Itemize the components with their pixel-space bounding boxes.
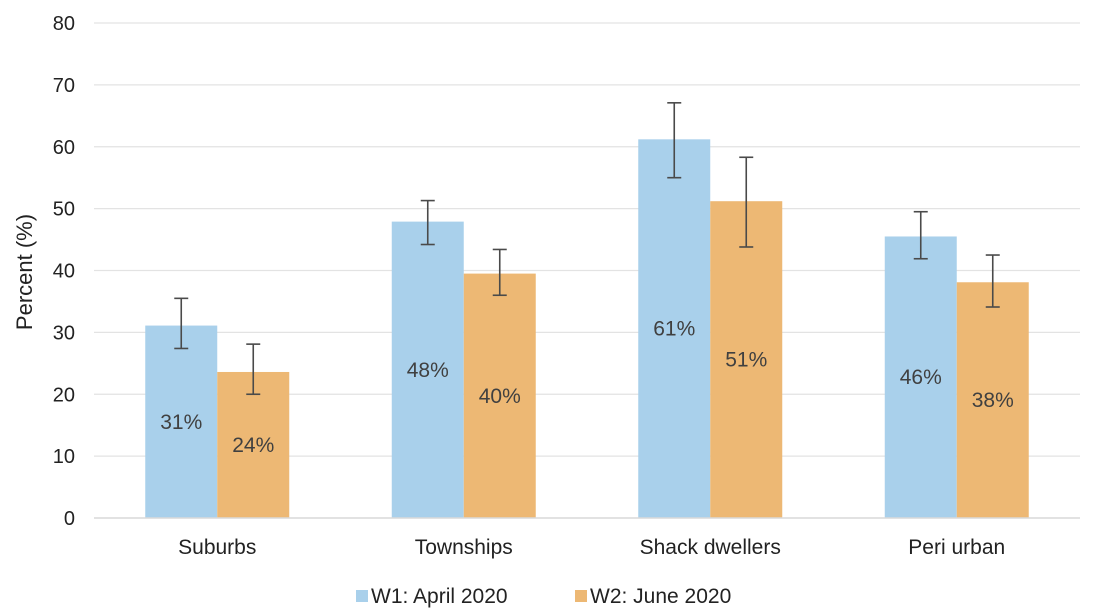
bar — [884, 236, 957, 518]
bar — [463, 273, 536, 518]
x-category-label: Shack dwellers — [640, 536, 781, 559]
y-axis-title: Percent (%) — [12, 214, 37, 330]
legend-label: W1: April 2020 — [371, 585, 508, 608]
bars — [145, 139, 1029, 518]
y-tick-label: 80 — [53, 13, 75, 35]
data-label: 51% — [725, 349, 767, 372]
data-label: 40% — [479, 385, 521, 408]
error-bars — [174, 102, 1000, 396]
legend-swatch — [575, 590, 587, 602]
legend: W1: April 2020 W2: June 2020 — [356, 585, 731, 608]
data-label: 31% — [160, 411, 202, 434]
x-category-label: Peri urban — [908, 536, 1005, 559]
data-label: 48% — [407, 359, 449, 382]
bar — [217, 371, 290, 518]
x-axis-labels: Suburbs Townships Shack dwellers Peri urban — [178, 536, 1005, 559]
y-tick-label: 50 — [53, 199, 75, 221]
data-labels: 31% 24% 48% 40% 61% 51% 46% 38% — [160, 318, 1014, 457]
legend-label: W2: June 2020 — [590, 585, 731, 608]
y-tick-label: 70 — [53, 75, 75, 97]
y-axis-ticks: 0 10 20 30 40 50 60 70 80 — [53, 13, 75, 530]
y-tick-label: 30 — [53, 322, 75, 344]
bar — [710, 201, 783, 518]
bar — [391, 221, 464, 518]
y-tick-label: 10 — [53, 446, 75, 468]
y-tick-label: 40 — [53, 261, 75, 283]
data-label: 24% — [232, 434, 274, 457]
x-category-label: Suburbs — [178, 536, 256, 559]
bar — [145, 325, 218, 518]
x-category-label: Townships — [415, 536, 513, 559]
y-tick-label: 60 — [53, 137, 75, 159]
data-label: 61% — [653, 318, 695, 341]
y-tick-label: 0 — [64, 508, 75, 530]
bar — [638, 139, 711, 518]
data-label: 38% — [972, 389, 1014, 412]
data-label: 46% — [900, 366, 942, 389]
bar — [956, 282, 1029, 518]
legend-swatch — [356, 590, 368, 602]
y-tick-label: 20 — [53, 384, 75, 406]
